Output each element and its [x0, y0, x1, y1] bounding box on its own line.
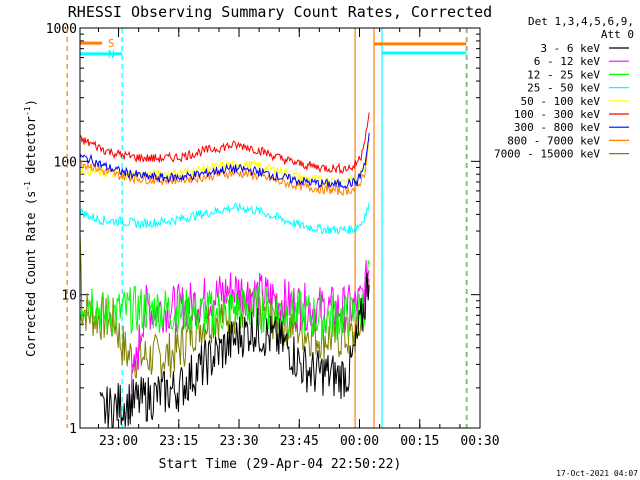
series-line-3	[79, 202, 370, 235]
legend-header-detectors: Det 1,3,4,5,6,9,	[528, 15, 634, 28]
legend-label: 12 - 25 keV	[527, 68, 600, 81]
y-tick-label: 1000	[46, 22, 77, 37]
y-tick-label: 100	[54, 155, 77, 170]
series-line-6	[79, 132, 370, 190]
y-axis-label-mid: detector	[24, 116, 38, 181]
flag-label: N	[108, 48, 115, 61]
y-tick-label: 10	[61, 289, 77, 304]
legend-label: 7000 - 15000 keV	[494, 148, 600, 161]
legend-label: 800 - 7000 keV	[507, 134, 600, 147]
x-tick-label: 00:15	[400, 434, 439, 449]
legend-label: 300 - 800 keV	[514, 121, 600, 134]
series-line-1	[127, 260, 370, 420]
series-line-0	[99, 272, 370, 429]
flag-label: S	[108, 37, 115, 50]
legend-header-attenuator: Att 0	[601, 28, 634, 41]
legend-label: 25 - 50 keV	[527, 82, 600, 95]
x-tick-label: 23:00	[99, 434, 138, 449]
legend-label: 50 - 100 keV	[521, 95, 601, 108]
chart-title: RHESSI Observing Summary Count Rates, Co…	[68, 3, 492, 21]
legend-label: 6 - 12 keV	[534, 55, 601, 68]
x-axis-label: Start Time (29-Apr-04 22:50:22)	[159, 457, 402, 472]
x-tick-label: 23:30	[219, 434, 258, 449]
legend-label: 3 - 6 keV	[540, 42, 600, 55]
y-axis-label-sup2: -1	[23, 106, 32, 116]
plot-frame	[79, 27, 481, 429]
y-axis-label: Corrected Count Rate (s-1 detector-1)	[23, 99, 38, 357]
y-axis-label-text: Corrected Count Rate (s	[24, 191, 38, 357]
y-axis-label-sup: -1	[23, 181, 32, 191]
series-line-5	[79, 112, 370, 175]
x-tick-label: 00:30	[460, 434, 499, 449]
generation-timestamp: 17-Oct-2021 04:07	[556, 469, 638, 478]
legend-label: 100 - 300 keV	[514, 108, 600, 121]
series-line-2	[79, 260, 370, 341]
y-axis-label-end: )	[24, 99, 38, 106]
y-tick-label: 1	[69, 422, 77, 437]
x-tick-label: 00:00	[340, 434, 379, 449]
plot-area: 1 10 100 1000 23:00 23:15 23:30 23:45 00:00 00:15…	[46, 22, 500, 449]
x-tick-label: 23:15	[159, 434, 198, 449]
x-tick-label: 23:45	[280, 434, 319, 449]
